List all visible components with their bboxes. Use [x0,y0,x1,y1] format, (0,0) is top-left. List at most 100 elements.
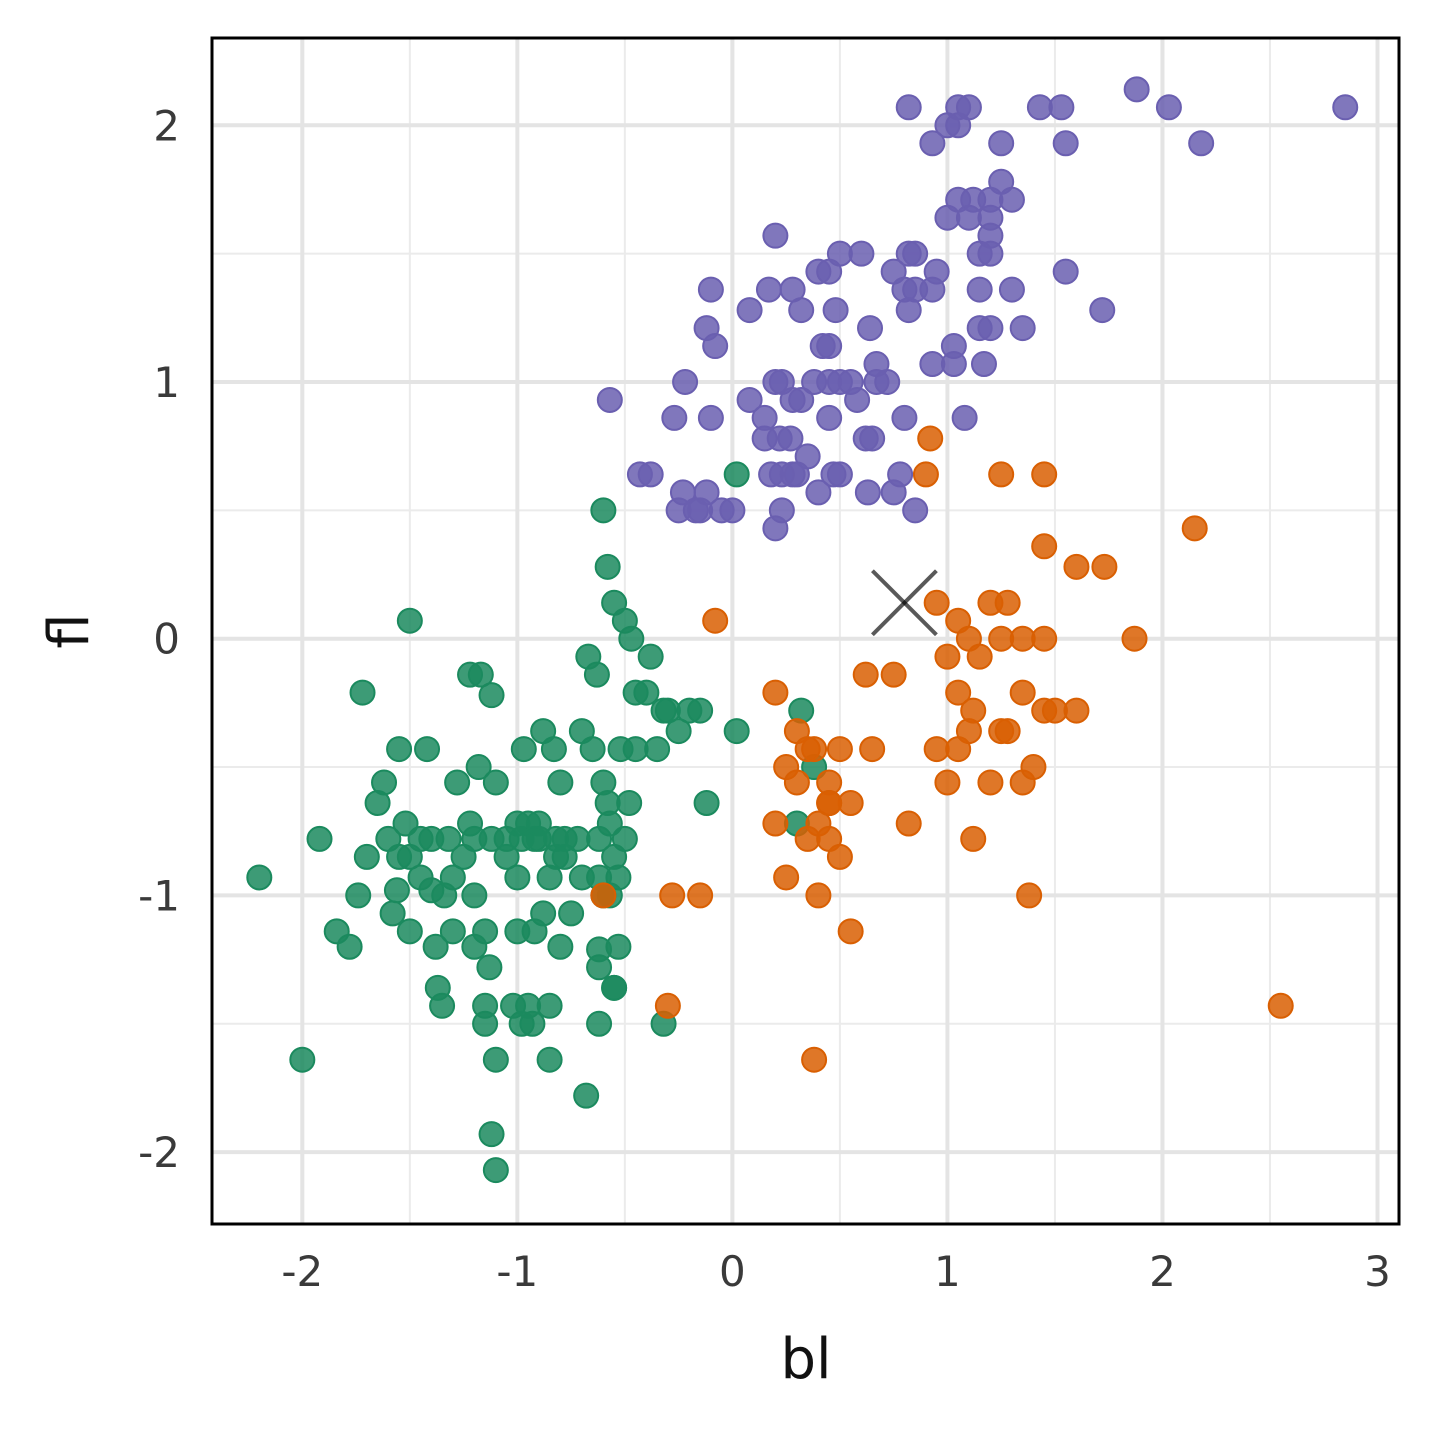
data-point [788,386,815,413]
data-point [826,736,853,763]
data-point [536,992,563,1019]
data-point [478,1121,505,1148]
data-point [637,461,664,488]
data-point [493,825,520,852]
data-point [693,789,720,816]
data-point [826,843,853,870]
data-point [945,679,972,706]
data-point [650,697,677,724]
data-point [697,276,724,303]
data-point [596,386,623,413]
data-point [547,933,574,960]
data-point [1041,697,1068,724]
data-point [880,661,907,688]
data-point [977,315,1004,342]
data-point [467,661,494,688]
data-point [336,933,363,960]
data-point [934,769,961,796]
data-point [392,810,419,837]
data-point [837,789,864,816]
data-point [482,769,509,796]
data-point [859,425,886,452]
data-point [917,425,944,452]
data-point [723,718,750,745]
data-point [573,1082,600,1109]
x-tick-label: -1 [496,1247,538,1296]
data-point [697,404,724,431]
data-point [444,769,471,796]
data-point [564,825,591,852]
data-point [998,186,1025,213]
data-point [1332,94,1359,121]
data-point [1181,515,1208,542]
data-point [383,877,410,904]
data-point [407,864,434,891]
data-point [429,992,456,1019]
data-point [960,825,987,852]
data-point [874,368,901,395]
data-point [371,769,398,796]
data-point [902,240,929,267]
data-point [461,882,488,909]
data-point [919,130,946,157]
data-point [988,625,1015,652]
data-point [945,736,972,763]
data-point [822,297,849,324]
data-point [977,769,1004,796]
data-point [418,825,445,852]
axis-ticks: -2 -1 0 1 2 3 -2 -1 0 1 2 [138,101,1391,1296]
data-point [794,736,821,763]
data-point [1026,94,1053,121]
data-point [353,843,380,870]
data-point [1267,992,1294,1019]
data-point [687,882,714,909]
data-point [345,882,372,909]
data-point [966,276,993,303]
y-tick-label: -2 [138,1128,180,1177]
data-point [386,736,413,763]
data-point [1052,130,1079,157]
data-point [644,736,671,763]
data-point [994,718,1021,745]
data-point [379,900,406,927]
data-point [659,882,686,909]
x-tick-label: 1 [934,1247,961,1296]
data-point [723,461,750,488]
data-point [857,315,884,342]
data-point [891,404,918,431]
data-point [844,386,871,413]
data-point [702,333,729,360]
data-point [801,1046,828,1073]
data-point [246,864,273,891]
data-point [805,882,832,909]
x-tick-label: 0 [719,1247,746,1296]
data-point [826,461,853,488]
data-point [1091,553,1118,580]
data-point [622,679,649,706]
data-point [1031,533,1058,560]
data-point [852,661,879,688]
data-point [461,825,488,852]
data-point [616,789,643,816]
data-point [439,864,466,891]
data-point [762,679,789,706]
series-1 [590,425,1294,1073]
data-point [558,900,585,927]
data-point [777,425,804,452]
data-point [611,825,638,852]
data-point [945,112,972,139]
data-point [476,954,503,981]
data-point [794,825,821,852]
data-point [590,882,617,909]
data-point [482,1157,509,1184]
data-point [970,351,997,378]
data-point [895,94,922,121]
data-point [530,900,557,927]
data-point [586,1010,613,1037]
x-tick-label: -2 [281,1247,323,1296]
data-point [396,918,423,945]
data-point [923,589,950,616]
data-point [934,204,961,231]
y-tick-label: 2 [153,101,180,150]
